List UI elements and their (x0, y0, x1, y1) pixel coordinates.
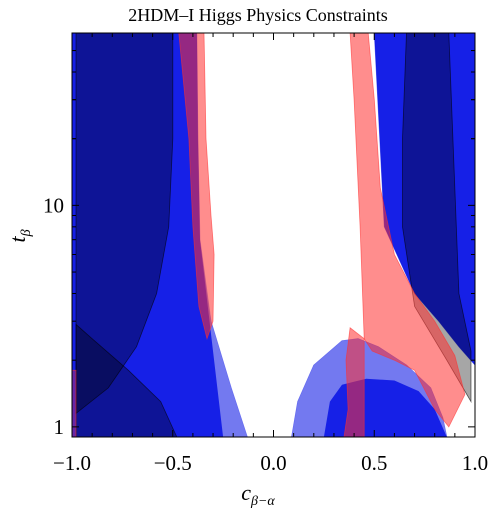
y-axis-label-sub: β (19, 229, 34, 237)
chart-title: 2HDM–I Higgs Physics Constraints (128, 5, 388, 25)
y-axis-label-main: t (5, 236, 30, 243)
x-axis-label-sub: β−α (250, 494, 275, 509)
x-axis-label: cβ−α (241, 480, 275, 509)
constraint-region-5 (291, 338, 447, 437)
x-tick-label: 1.0 (462, 451, 488, 475)
axis-ticks (71, 32, 476, 438)
x-tick-label: 0.0 (260, 451, 286, 475)
constraint-region-10 (349, 32, 466, 428)
x-axis-label-main: c (241, 480, 251, 505)
y-axis-label: tβ (5, 229, 34, 242)
constraint-region-9 (178, 32, 215, 341)
x-tick-label: 0.5 (361, 451, 387, 475)
y-tick-label: 10 (43, 193, 64, 217)
constraint-region-6 (75, 32, 174, 415)
y-tick-label: 1 (54, 415, 65, 439)
constraint-regions (71, 32, 476, 438)
x-tick-label: −1.0 (53, 451, 91, 475)
tick-labels: −1.0 −0.5 0.0 0.5 1.0 1 10 (43, 193, 488, 475)
x-tick-label: −0.5 (154, 451, 192, 475)
